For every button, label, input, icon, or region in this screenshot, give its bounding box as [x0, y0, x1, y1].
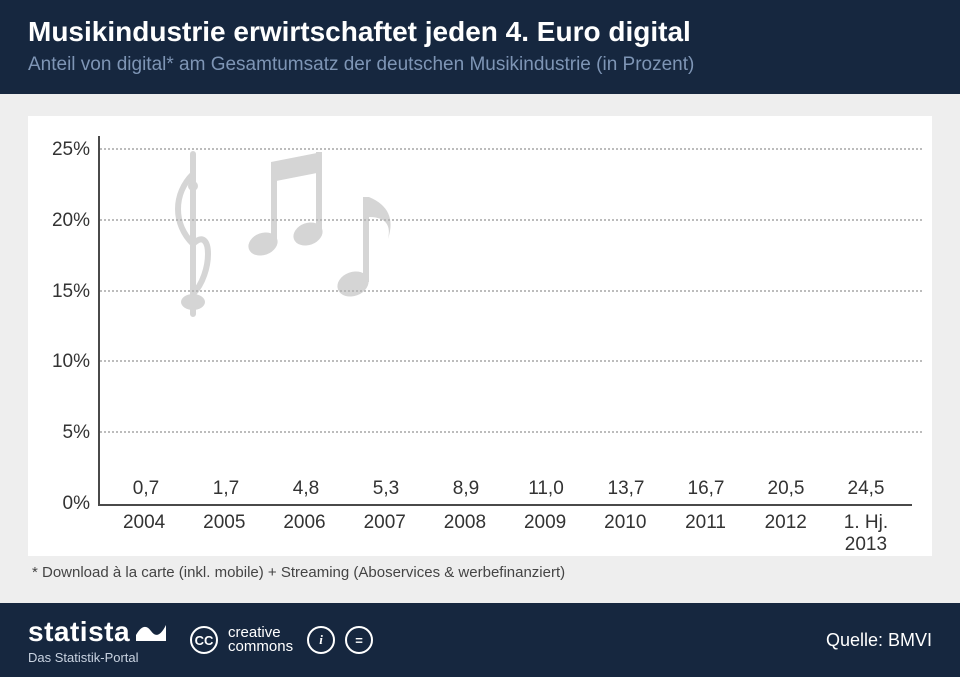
x-axis-labels: 2004200520062007200820092010201120121. H… — [98, 506, 912, 556]
bar-slot: 13,7 — [586, 478, 666, 504]
x-tick-label: 2006 — [264, 512, 344, 556]
bar-slot: 1,7 — [186, 478, 266, 504]
info-nd-icon: = — [345, 626, 373, 654]
bar-value-label: 8,9 — [453, 478, 479, 500]
x-tick-label: 1. Hj.2013 — [826, 512, 906, 556]
cc-bottom: commons — [228, 640, 293, 654]
chart-box: 0% 5% 10% 15% 20% 25% 0,7 1,7 4,8 5,3 8,9 11,0 13,7… — [28, 116, 932, 556]
statista-logo: statista Das Statistik-Portal — [28, 616, 166, 665]
y-tick-label: 20% — [52, 210, 100, 232]
cc-license: CC creative commons — [190, 626, 293, 655]
bar-value-label: 0,7 — [133, 478, 159, 500]
cc-text: creative commons — [228, 626, 293, 655]
source-label: Quelle: BMVI — [826, 630, 932, 651]
info-icons: i = — [307, 626, 373, 654]
bar-value-label: 11,0 — [528, 478, 564, 500]
x-tick-label: 2004 — [104, 512, 184, 556]
page-title: Musikindustrie erwirtschaftet jeden 4. E… — [28, 16, 932, 48]
bar-slot: 5,3 — [346, 478, 426, 504]
y-tick-label: 0% — [63, 493, 100, 515]
chart-area: 0% 5% 10% 15% 20% 25% 0,7 1,7 4,8 5,3 8,9 11,0 13,7… — [0, 94, 960, 603]
bar-slot: 0,7 — [106, 478, 186, 504]
bar-value-label: 24,5 — [848, 478, 885, 500]
brand-tagline: Das Statistik-Portal — [28, 650, 166, 665]
y-tick-label: 5% — [63, 422, 100, 444]
footer: statista Das Statistik-Portal CC creativ… — [0, 603, 960, 677]
bar-value-label: 20,5 — [768, 478, 805, 500]
bar-slot: 16,7 — [666, 478, 746, 504]
x-tick-label: 2007 — [345, 512, 425, 556]
x-tick-label: 2012 — [746, 512, 826, 556]
x-tick-label: 2009 — [505, 512, 585, 556]
y-tick-label: 15% — [52, 281, 100, 303]
brand-wave-icon — [136, 619, 166, 641]
plot: 0%5%10%15%20%25% 0,71,74,85,38,911,013,7… — [98, 136, 912, 506]
bar-slot: 20,5 — [746, 478, 826, 504]
bar-value-label: 13,7 — [608, 478, 645, 500]
x-tick-label: 2010 — [585, 512, 665, 556]
x-tick-label: 2005 — [184, 512, 264, 556]
header: Musikindustrie erwirtschaftet jeden 4. E… — [0, 0, 960, 94]
bars-container: 0,7 1,7 4,8 5,3 8,9 11,0 13,7 16,7 20,5 24,5 — [100, 136, 912, 504]
bar-value-label: 5,3 — [373, 478, 399, 500]
x-tick-label: 2011 — [665, 512, 745, 556]
bar-slot: 11,0 — [506, 478, 586, 504]
bar-slot: 24,5 — [826, 478, 906, 504]
cc-icon: CC — [190, 626, 218, 654]
bar-slot: 4,8 — [266, 478, 346, 504]
page-subtitle: Anteil von digital* am Gesamtumsatz der … — [28, 54, 932, 76]
bar-value-label: 16,7 — [688, 478, 725, 500]
footnote: * Download à la carte (inkl. mobile) + S… — [28, 556, 932, 593]
y-tick-label: 10% — [52, 351, 100, 373]
bar-value-label: 1,7 — [213, 478, 239, 500]
info-by-icon: i — [307, 626, 335, 654]
brand-name: statista — [28, 616, 166, 648]
brand-text: statista — [28, 616, 130, 648]
x-tick-label: 2008 — [425, 512, 505, 556]
bar-value-label: 4,8 — [293, 478, 319, 500]
y-tick-label: 25% — [52, 139, 100, 161]
bar-slot: 8,9 — [426, 478, 506, 504]
